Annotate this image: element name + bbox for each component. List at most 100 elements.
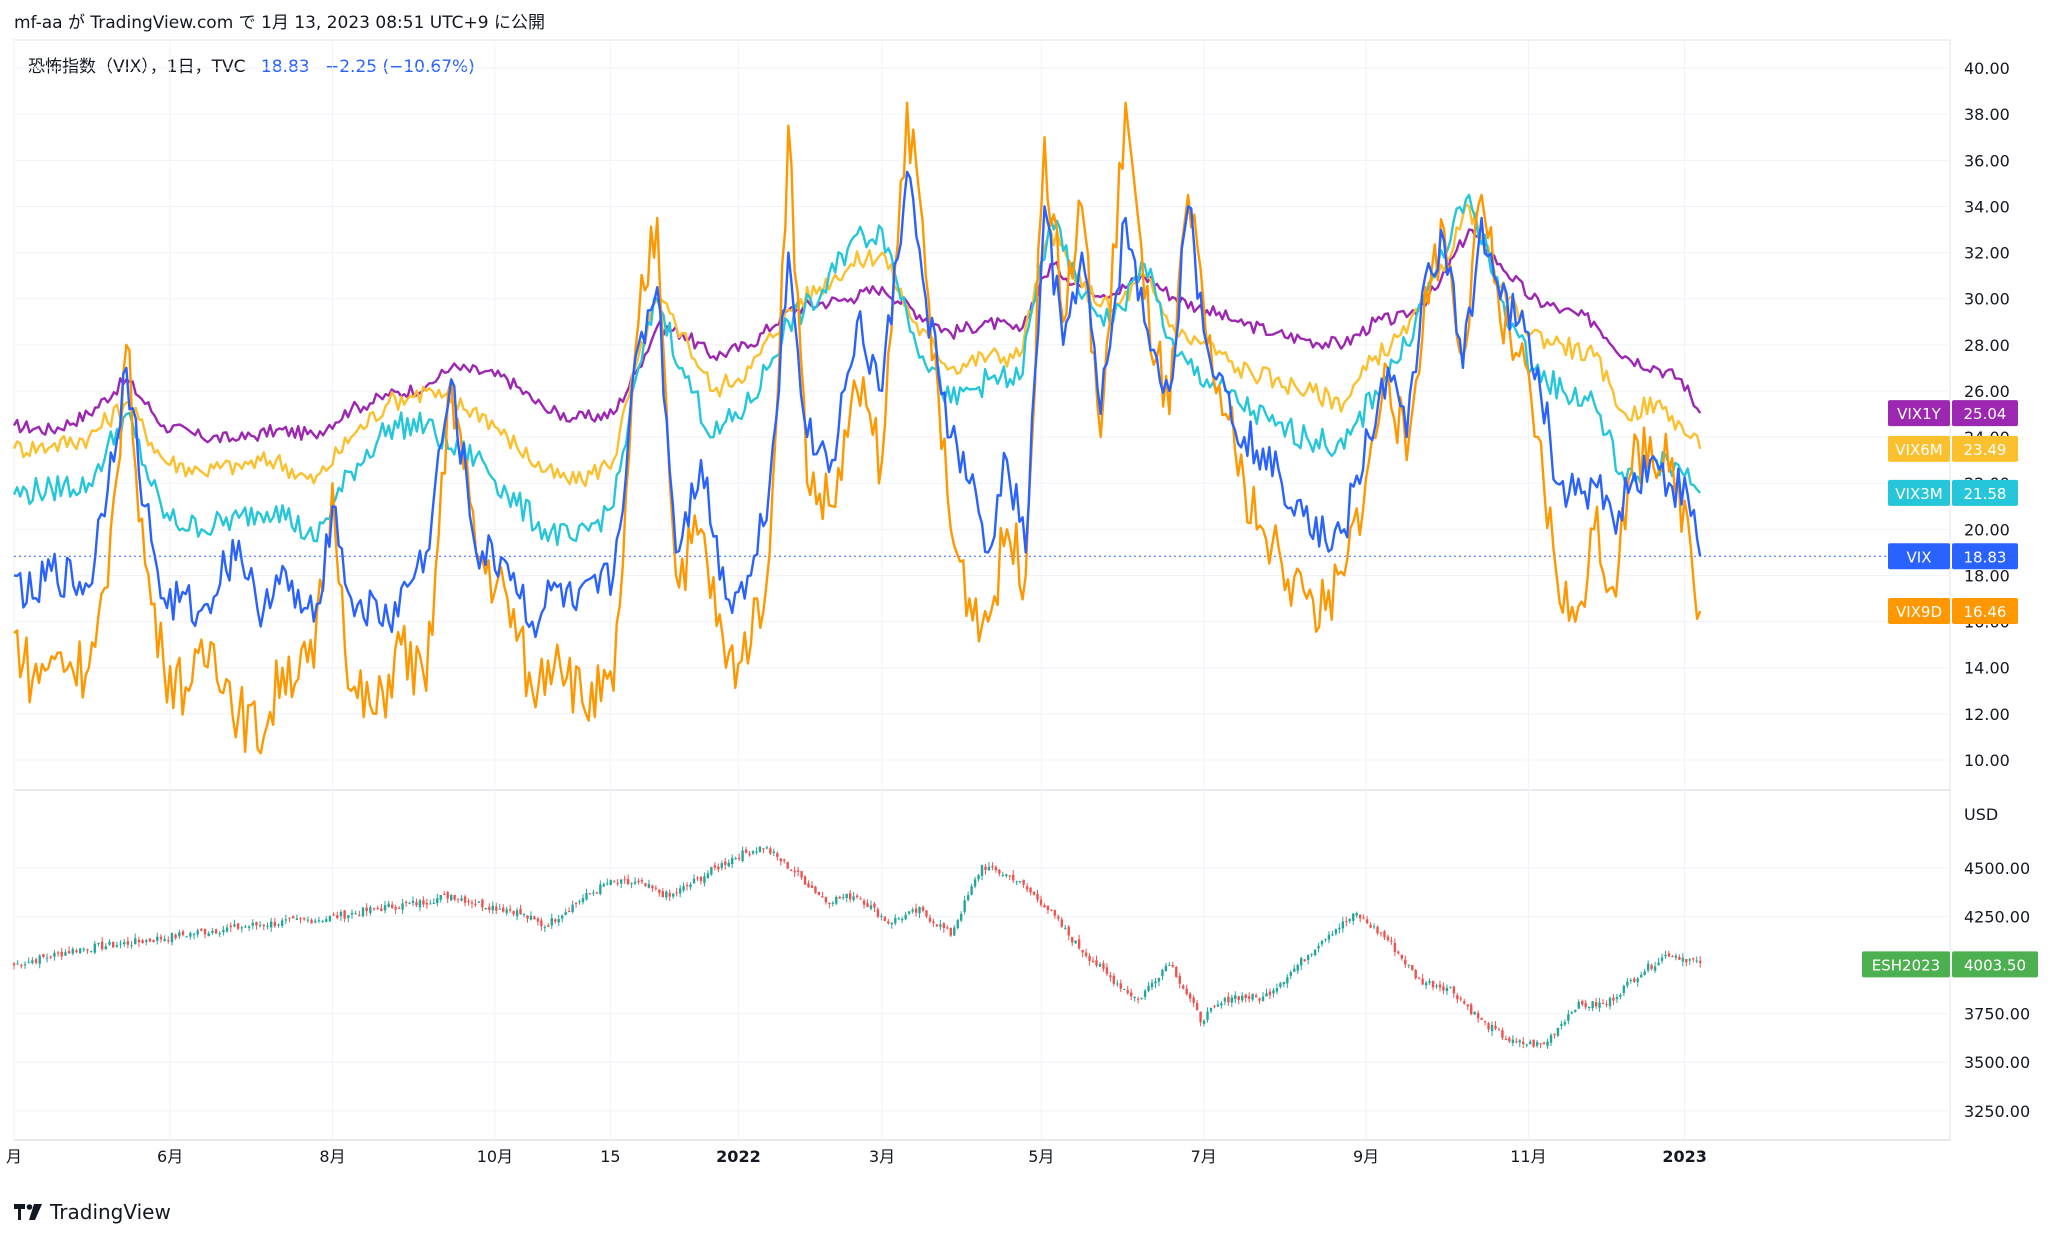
candle-body — [891, 923, 893, 924]
candle-body — [1480, 1018, 1482, 1020]
y-tick-label-lower: 4500.00 — [1964, 859, 2030, 878]
candle-body — [101, 942, 103, 949]
candle-body — [1179, 976, 1181, 984]
candle-body — [835, 897, 837, 904]
candle-body — [380, 908, 382, 911]
candle-body — [1522, 1042, 1524, 1044]
series-name-text: VIX6M — [1895, 441, 1942, 459]
candle-body — [1369, 925, 1371, 928]
series-name-text: VIX — [1907, 548, 1932, 566]
candle-body — [1567, 1014, 1569, 1020]
candle-body — [1276, 988, 1278, 992]
candle-body — [741, 851, 743, 861]
candle-body — [821, 896, 823, 897]
candle-body — [160, 937, 162, 940]
series-value-text: 23.49 — [1964, 441, 2007, 459]
candle-body — [436, 898, 438, 903]
candle-body — [443, 894, 445, 895]
candle-body — [446, 892, 448, 898]
candle-body — [1099, 964, 1101, 967]
candle-body — [1120, 983, 1122, 988]
candle-body — [1512, 1040, 1514, 1043]
candle-body — [347, 915, 349, 918]
candle-body — [1519, 1040, 1521, 1042]
candle-body — [1258, 999, 1260, 1001]
candle-body — [714, 865, 716, 867]
candle-body — [759, 846, 761, 851]
brand-footer[interactable]: TradingView — [14, 1200, 171, 1224]
x-tick-label: 3月 — [869, 1147, 895, 1166]
series-name-text: VIX3M — [1895, 485, 1942, 503]
candle-body — [1220, 1003, 1222, 1005]
candle-body — [412, 901, 414, 903]
candle-body — [686, 885, 688, 886]
candle-body — [1182, 986, 1184, 989]
candle-body — [1553, 1034, 1555, 1035]
candle-body — [880, 916, 882, 917]
candle-body — [1675, 956, 1677, 958]
candle-body — [811, 885, 813, 888]
candle-body — [596, 892, 598, 893]
candle-body — [929, 918, 931, 922]
candle-body — [68, 951, 70, 953]
candle-body — [1345, 921, 1347, 922]
candle-body — [57, 953, 59, 954]
candle-body — [464, 896, 466, 902]
candle-body — [707, 873, 709, 878]
y-tick-label-lower: 3500.00 — [1964, 1053, 2030, 1072]
candle-body — [27, 962, 29, 963]
candle-body — [314, 921, 316, 923]
candle-body — [845, 894, 847, 898]
candle-body — [1002, 875, 1004, 876]
series-label-esh2023: ESH2023 4003.50 — [1862, 951, 2038, 977]
candle-body — [1349, 919, 1351, 921]
candle-body — [108, 942, 110, 945]
candle-body — [1630, 980, 1632, 981]
candle-body — [226, 927, 228, 931]
candle-body — [340, 912, 342, 916]
candle-body — [152, 940, 154, 942]
candle-body — [457, 899, 459, 900]
candle-body — [1477, 1013, 1479, 1018]
y-unit-label: USD — [1964, 805, 1998, 824]
candle-body — [1414, 970, 1416, 978]
candle-body — [204, 929, 206, 934]
candle-body — [1418, 978, 1420, 979]
candle-body — [13, 963, 15, 965]
candle-body — [478, 901, 480, 902]
series-value-text: 4003.50 — [1964, 956, 2026, 974]
candle-body — [904, 915, 906, 919]
candle-body — [974, 879, 976, 886]
candle-body — [1047, 906, 1049, 910]
candle-body — [842, 897, 844, 898]
candle-body — [1366, 919, 1368, 923]
x-tick-label: 6月 — [157, 1147, 183, 1166]
candle-body — [1154, 982, 1156, 984]
candle-body — [1068, 927, 1070, 936]
candle-body — [248, 926, 250, 927]
candle-body — [1380, 933, 1382, 934]
candle-body — [1560, 1024, 1562, 1026]
candle-body — [450, 895, 452, 900]
candle-body — [481, 900, 483, 908]
candle-body — [634, 882, 636, 884]
candle-body — [1498, 1029, 1500, 1030]
candle-body — [1387, 937, 1389, 940]
candle-body — [1165, 966, 1167, 971]
candle-body — [1172, 965, 1174, 967]
candle-body — [1012, 875, 1014, 881]
candle-body — [700, 877, 702, 881]
candle-body — [185, 936, 187, 937]
candle-body — [1463, 1001, 1465, 1003]
candle-body — [1255, 995, 1257, 997]
candle-body — [1217, 1005, 1219, 1007]
candle-body — [1092, 961, 1094, 962]
candle-body — [1144, 991, 1146, 997]
candle-body — [1571, 1012, 1573, 1013]
candle-body — [530, 916, 532, 920]
y-tick-label-lower: 4250.00 — [1964, 907, 2030, 926]
candle-body — [1168, 965, 1170, 966]
candle-body — [1619, 995, 1621, 997]
candle-body — [620, 880, 622, 884]
